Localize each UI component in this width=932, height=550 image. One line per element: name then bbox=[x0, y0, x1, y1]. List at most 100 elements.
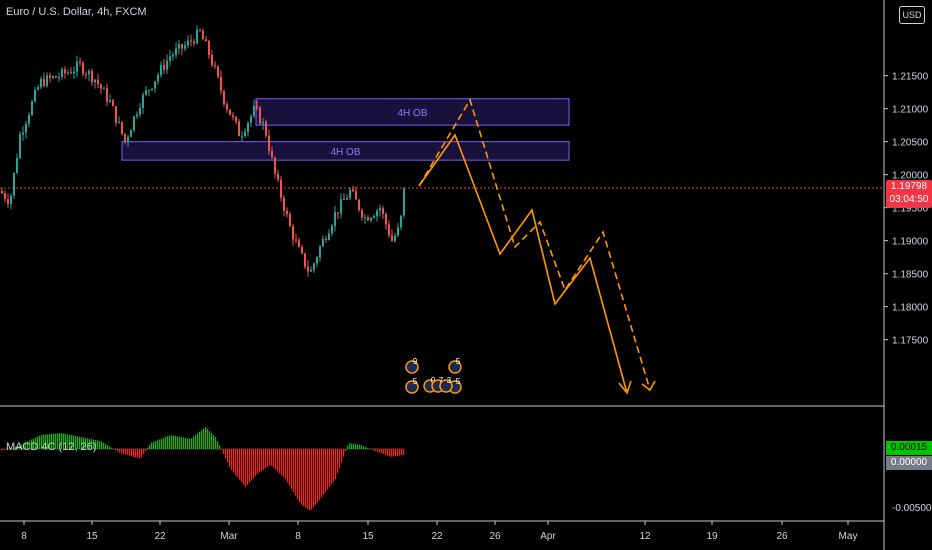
event-count-label: 9 bbox=[413, 357, 418, 366]
macd-bar bbox=[87, 438, 89, 449]
macd-bar bbox=[341, 449, 343, 463]
y-tick-label: 1.18000 bbox=[892, 303, 929, 314]
candle-body bbox=[163, 64, 165, 70]
macd-bar bbox=[347, 445, 349, 449]
price-axis: 1.21500 1.21000 1.20500 1.20000 1.19500 1.190… bbox=[884, 72, 932, 514]
projection-arrowhead bbox=[641, 380, 656, 392]
candle-body bbox=[160, 64, 162, 76]
candle-body bbox=[157, 75, 159, 82]
time-axis: 8 15 22 Mar 8 15 22 26 Apr 12 19 26 May bbox=[21, 521, 857, 542]
order-block-label: 4H OB bbox=[330, 147, 360, 158]
candle-body bbox=[55, 76, 57, 78]
current-price-badge: 1.19798 03:04:50 bbox=[886, 180, 932, 208]
macd-bar bbox=[183, 437, 185, 449]
macd-bar bbox=[187, 438, 189, 449]
macd-bar bbox=[79, 436, 81, 449]
candle-body bbox=[328, 233, 330, 241]
macd-bar bbox=[97, 440, 99, 449]
macd-bar bbox=[333, 449, 335, 482]
macd-bar bbox=[221, 449, 223, 450]
macd-bar bbox=[269, 449, 271, 466]
candle-body bbox=[373, 216, 375, 218]
macd-bar bbox=[305, 449, 307, 508]
y-tick-label: 1.20500 bbox=[892, 138, 929, 149]
candle-body bbox=[298, 240, 300, 247]
x-tick-label: Apr bbox=[540, 531, 556, 542]
event-marker-icon bbox=[439, 379, 453, 393]
macd-bar bbox=[139, 449, 141, 459]
macd-bar bbox=[83, 437, 85, 449]
candle-body bbox=[13, 172, 15, 196]
candle-body bbox=[214, 65, 216, 67]
macd-bar bbox=[257, 449, 259, 475]
macd-bar bbox=[49, 434, 51, 449]
macd-bar bbox=[315, 449, 317, 505]
macd-bar bbox=[295, 449, 297, 496]
macd-bar bbox=[361, 445, 363, 449]
candle-body bbox=[283, 197, 285, 211]
candle-body bbox=[67, 72, 69, 74]
macd-bar bbox=[137, 449, 139, 459]
candle-body bbox=[139, 107, 141, 115]
macd-bar bbox=[51, 433, 53, 449]
candle-body bbox=[253, 105, 255, 116]
candle-body bbox=[334, 212, 336, 226]
symbol-title[interactable]: Euro / U.S. Dollar, 4h, FXCM bbox=[6, 6, 147, 18]
candle-body bbox=[190, 40, 192, 42]
event-marker-icon bbox=[448, 360, 462, 374]
candle-body bbox=[241, 135, 243, 137]
candle-body bbox=[310, 269, 312, 272]
current-price-label: 1.19798 bbox=[890, 181, 928, 192]
macd-bar bbox=[141, 449, 143, 458]
candle-body bbox=[232, 115, 234, 117]
candle-body bbox=[379, 208, 381, 211]
x-tick-label: 19 bbox=[706, 531, 718, 542]
macd-bar bbox=[261, 449, 263, 471]
candle-body bbox=[226, 103, 228, 110]
candle-body bbox=[295, 239, 297, 241]
macd-bar bbox=[275, 449, 277, 470]
bar-countdown-label: 03:04:50 bbox=[889, 194, 929, 205]
macd-title[interactable]: MACD 4C (12, 26) bbox=[6, 441, 97, 453]
candle-body bbox=[313, 263, 315, 270]
macd-bar bbox=[319, 449, 321, 501]
macd-bar bbox=[149, 444, 151, 449]
macd-bar bbox=[251, 449, 253, 481]
macd-bar bbox=[301, 449, 303, 505]
macd-bar bbox=[181, 437, 183, 449]
macd-bar bbox=[223, 449, 225, 455]
macd-bar bbox=[99, 440, 101, 449]
candle-body bbox=[169, 56, 171, 61]
candle-body bbox=[187, 40, 189, 46]
macd-bar bbox=[193, 436, 195, 449]
currency-button[interactable]: USD bbox=[899, 6, 925, 24]
candle-body bbox=[124, 133, 126, 142]
macd-histogram bbox=[0, 427, 405, 511]
macd-bar bbox=[369, 448, 371, 450]
macd-bar bbox=[15, 446, 17, 449]
candle-body bbox=[274, 157, 276, 174]
macd-bar bbox=[299, 449, 301, 503]
candle-body bbox=[352, 189, 354, 192]
candle-body bbox=[154, 81, 156, 89]
macd-bar bbox=[179, 436, 181, 449]
macd-bar bbox=[191, 438, 193, 449]
candle-body bbox=[145, 90, 147, 95]
macd-bar bbox=[379, 449, 381, 453]
macd-bar bbox=[327, 449, 329, 490]
macd-bar bbox=[249, 449, 251, 483]
candle-body bbox=[193, 41, 195, 44]
macd-bar bbox=[177, 436, 179, 449]
candle-body bbox=[337, 212, 339, 214]
macd-bar bbox=[171, 435, 173, 449]
candle-body bbox=[397, 227, 399, 236]
candle-body bbox=[211, 54, 213, 66]
macd-bar bbox=[371, 449, 373, 450]
macd-bar bbox=[71, 435, 73, 449]
macd-bar bbox=[109, 446, 111, 449]
candle-body bbox=[307, 266, 309, 272]
candle-body bbox=[166, 60, 168, 70]
macd-bar bbox=[153, 441, 155, 449]
macd-bar bbox=[147, 447, 149, 449]
